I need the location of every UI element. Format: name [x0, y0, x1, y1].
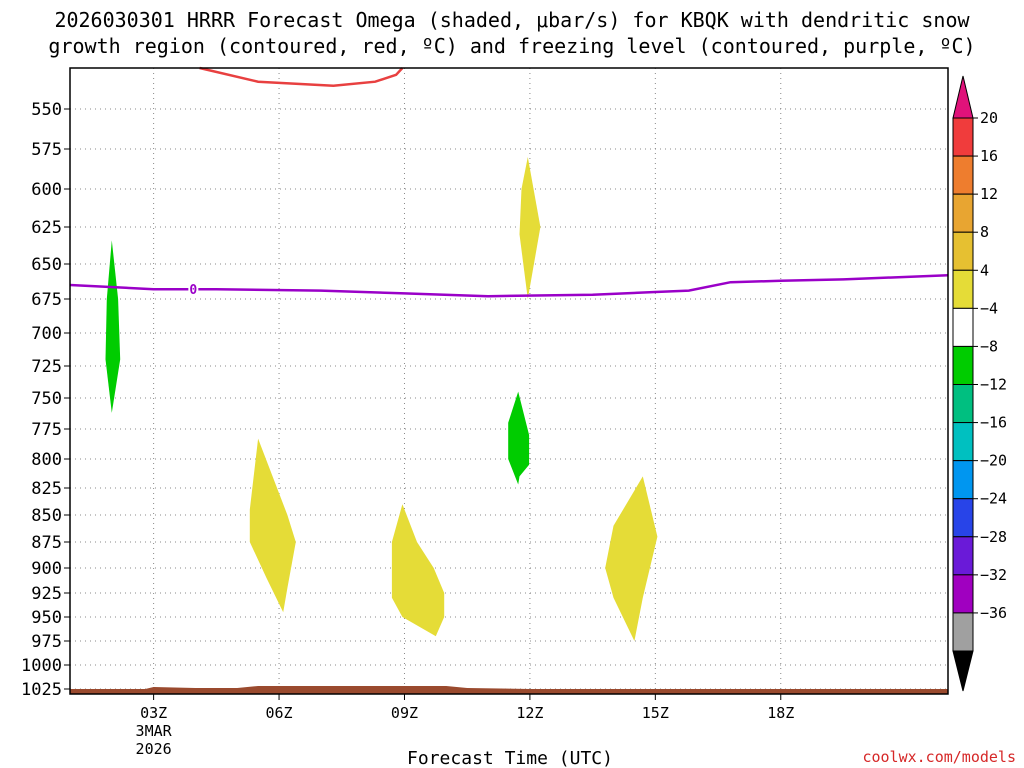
colorbar-bin: [952, 384, 974, 424]
y-tick-label: 700: [31, 324, 62, 344]
omega-region-4: [508, 391, 530, 485]
colorbar-bin: [952, 612, 974, 652]
y-tick-label: 675: [31, 290, 62, 310]
x-tick-year: 2026: [136, 740, 172, 758]
colorbar-bin: [952, 574, 974, 614]
y-tick-label: 975: [31, 632, 62, 652]
colorbar-label: −8: [980, 337, 998, 355]
colorbar-bin: [952, 498, 974, 538]
freezing-level-contour: [69, 273, 949, 298]
colorbar-bin: [952, 117, 974, 157]
y-tick-label: 725: [31, 357, 62, 377]
y-tick-label: 575: [31, 140, 62, 160]
y-tick-label: 825: [31, 479, 62, 499]
y-tick-label: 600: [31, 180, 62, 200]
omega-region-2: [249, 438, 296, 613]
y-tick-label: 950: [31, 608, 62, 628]
plot-background: [70, 68, 948, 694]
shaded-regions: [105, 157, 658, 641]
plot-border: [69, 67, 949, 695]
omega-region-6: [605, 476, 658, 641]
y-tick-label: 1025: [21, 680, 62, 700]
y-axis-ticks: 550 575 600 625 650 675 700 725 750 775 800 825 850 8…: [21, 100, 70, 700]
colorbar-label: −16: [980, 414, 1007, 432]
colorbar-bin: [952, 307, 974, 347]
x-tick-label: 18Z: [767, 704, 794, 722]
x-tick-label: 12Z: [516, 704, 543, 722]
dendritic-growth-contour: [199, 66, 404, 88]
plot-frame: [69, 67, 949, 695]
colorbar-bin: [952, 460, 974, 500]
colorbar-label: 12: [980, 185, 998, 203]
colorbar-label: −12: [980, 376, 1007, 394]
y-tick-label: 925: [31, 584, 62, 604]
x-tick-date: 3MAR: [136, 722, 173, 740]
plot-area: [70, 68, 948, 694]
y-tick-label: 625: [31, 218, 62, 238]
omega-region-1: [105, 240, 121, 413]
colorbar: 20 16 12 8 4 −4 −8 −12 −16 −20 −24 −28 −32 −36: [952, 75, 1007, 692]
freezing-level-label-bg: [188, 281, 199, 297]
colorbar-bin: [952, 193, 974, 233]
chart-title-line2: growth region (contoured, red, ºC) and f…: [48, 34, 975, 58]
y-tick-label: 775: [31, 420, 62, 440]
colorbar-bin: [952, 269, 974, 309]
colorbar-label: −36: [980, 604, 1007, 622]
x-tick-label: 09Z: [391, 704, 418, 722]
colorbar-label: 4: [980, 261, 989, 279]
y-tick-label: 1000: [21, 656, 62, 676]
colorbar-label: 8: [980, 223, 989, 241]
contours: 0: [69, 66, 949, 298]
ground-surface: [70, 686, 948, 694]
chart-title-line1: 2026030301 HRRR Forecast Omega (shaded, …: [54, 8, 970, 32]
y-tick-label: 800: [31, 450, 62, 470]
colorbar-label: 16: [980, 147, 998, 165]
colorbar-bin: [952, 536, 974, 576]
colorbar-bottom-arrow: [952, 650, 974, 692]
x-axis-label: Forecast Time (UTC): [407, 748, 613, 768]
y-tick-label: 850: [31, 506, 62, 526]
colorbar-top-arrow: [952, 75, 974, 119]
colorbar-label: −32: [980, 566, 1007, 584]
colorbar-label: −24: [980, 490, 1007, 508]
colorbar-label: −28: [980, 528, 1007, 546]
credit-link[interactable]: coolwx.com/models: [862, 748, 1016, 766]
colorbar-bin: [952, 345, 974, 385]
colorbar-label: 20: [980, 109, 998, 127]
colorbar-bin: [952, 155, 974, 195]
omega-region-3: [391, 504, 445, 637]
x-tick-label: 06Z: [266, 704, 293, 722]
y-tick-label: 900: [31, 559, 62, 579]
y-tick-label: 650: [31, 255, 62, 275]
y-tick-label: 875: [31, 533, 62, 553]
x-tick-label: 03Z: [140, 704, 167, 722]
ground-layer: [70, 686, 948, 694]
y-tick-label: 750: [31, 389, 62, 409]
colorbar-bin: [952, 422, 974, 462]
x-tick-label: 15Z: [642, 704, 669, 722]
colorbar-bin: [952, 231, 974, 271]
colorbar-label: −20: [980, 452, 1007, 470]
freezing-level-label: 0: [189, 283, 197, 298]
y-tick-label: 550: [31, 100, 62, 120]
colorbar-label: −4: [980, 299, 998, 317]
omega-region-5: [519, 157, 541, 299]
